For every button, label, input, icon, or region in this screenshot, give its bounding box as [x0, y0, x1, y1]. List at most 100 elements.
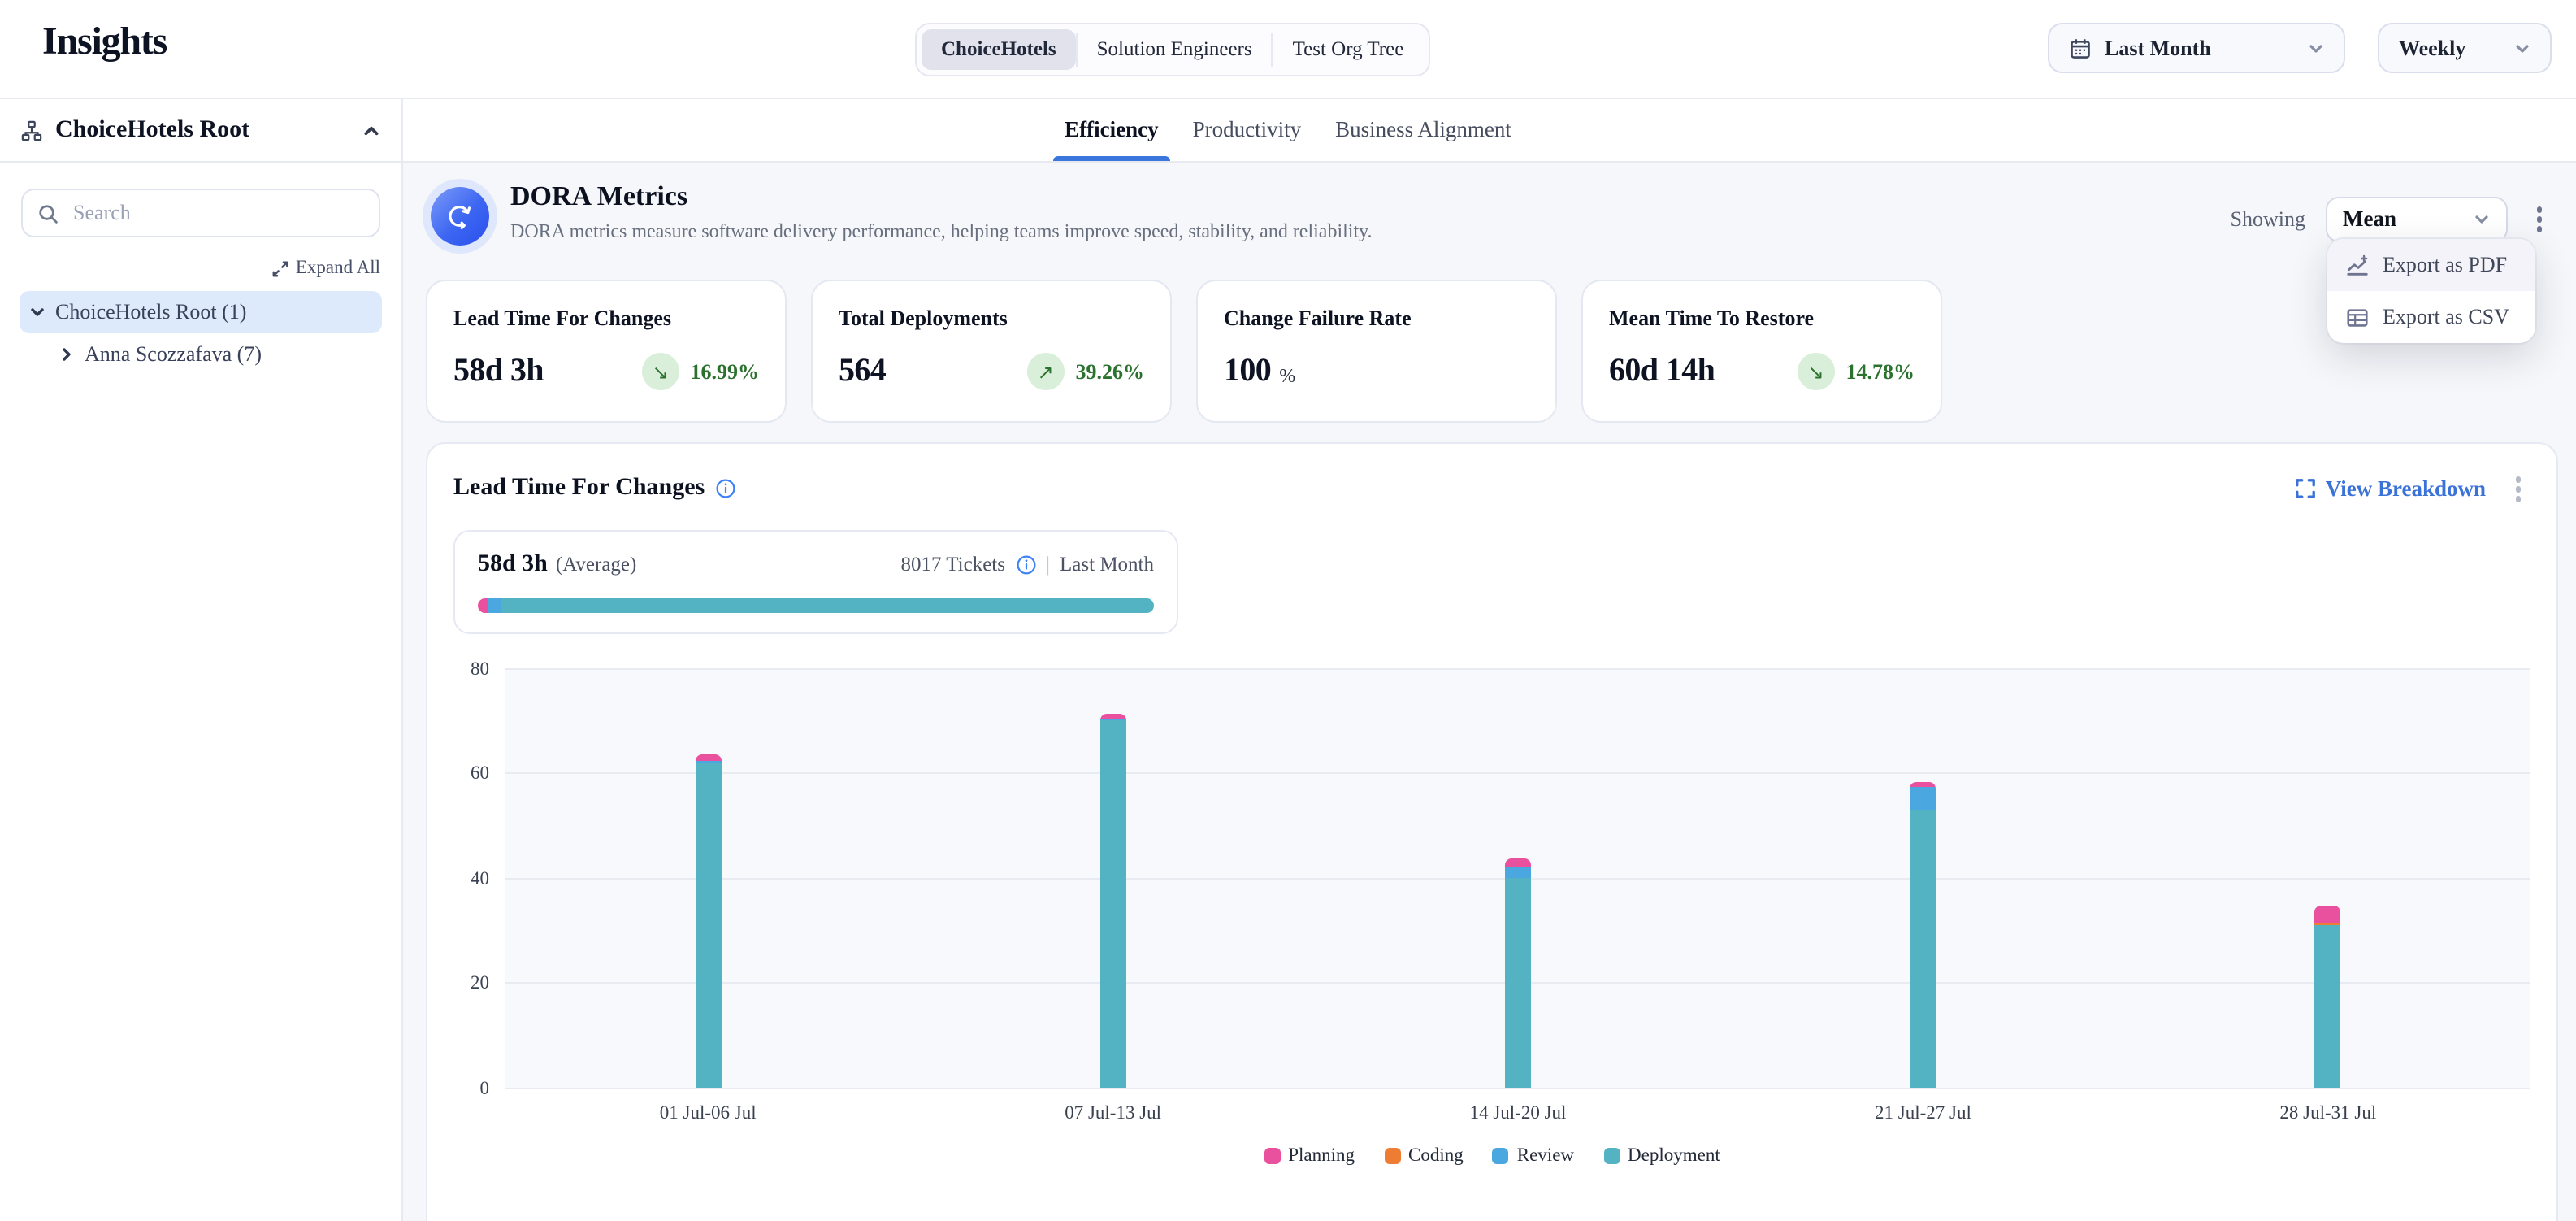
expand-all-button[interactable]: Expand All: [0, 259, 380, 278]
x-tick-label: 01 Jul-06 Jul: [505, 1103, 910, 1123]
chevron-down-icon[interactable]: [20, 304, 55, 320]
stacked-bar-14-jul-20-jul[interactable]: [1505, 859, 1531, 1089]
expand-view-icon: [2295, 479, 2316, 500]
legend-swatch: [1384, 1147, 1400, 1163]
trend-badge: ↗ 39.26%: [1027, 353, 1145, 390]
view-breakdown-button[interactable]: View Breakdown: [2295, 476, 2486, 502]
phase-distribution-bar: [478, 597, 1154, 612]
metric-cards-row: Lead Time For Changes58d 3h↘16.99%Total …: [426, 280, 1942, 423]
chart-legend: PlanningCodingReviewDeployment: [453, 1145, 2530, 1165]
date-range-value: Last Month: [2105, 35, 2295, 61]
metric-value: 58d 3h: [453, 353, 544, 390]
sidebar-header: ChoiceHotels Root: [0, 99, 401, 163]
tab-efficiency[interactable]: Efficiency: [1065, 99, 1158, 161]
collapse-sidebar-button[interactable]: [362, 121, 380, 139]
expand-all-label: Expand All: [296, 259, 380, 278]
trend-percent: 39.26%: [1076, 358, 1145, 385]
granularity-dropdown[interactable]: Weekly: [2378, 23, 2552, 73]
bar-segment-review: [1505, 867, 1531, 878]
granularity-value: Weekly: [2399, 35, 2501, 61]
bar-segment-review: [1910, 787, 1936, 810]
average-label: (Average): [556, 552, 636, 576]
table-icon: [2345, 305, 2370, 329]
metric-title: Change Failure Rate: [1224, 306, 1529, 332]
chart-x-axis: 01 Jul-06 Jul07 Jul-13 Jul14 Jul-20 Jul2…: [505, 1103, 2530, 1123]
top-bar-controls: Last Month Weekly: [2048, 23, 2552, 73]
metric-card-lead-time-for-changes: Lead Time For Changes58d 3h↘16.99%: [426, 280, 787, 423]
expand-all-icon: [271, 259, 289, 277]
dora-description: DORA metrics measure software delivery p…: [510, 219, 1373, 244]
trend-up-icon: ↗: [1027, 353, 1065, 390]
legend-item-coding: Coding: [1384, 1145, 1464, 1165]
chevron-right-icon[interactable]: [49, 346, 85, 363]
sidebar: ChoiceHotels Root Expand All ChoiceHotel…: [0, 99, 403, 1221]
org-tab-choicehotels[interactable]: ChoiceHotels: [922, 29, 1076, 70]
legend-label: Planning: [1288, 1145, 1355, 1165]
tree-item-child[interactable]: Anna Scozzafava (7): [49, 333, 382, 376]
export-menu: Export as PDF Export as CSV: [2327, 239, 2535, 343]
distribution-segment-deployment: [500, 597, 1154, 612]
meta-separator: |: [1046, 552, 1050, 576]
bar-slot: [505, 669, 910, 1088]
chevron-down-icon: [2514, 40, 2530, 56]
menu-item-label: Export as PDF: [2383, 252, 2507, 278]
stacked-bar-28-jul-31-jul[interactable]: [2315, 905, 2341, 1088]
menu-item-export-as-pdf[interactable]: Export as PDF: [2327, 239, 2535, 291]
tree-item-label: ChoiceHotels Root (1): [55, 299, 246, 325]
tab-productivity[interactable]: Productivity: [1193, 99, 1302, 161]
stacked-bar-01-jul-06-jul[interactable]: [695, 754, 721, 1089]
trend-badge: ↘14.78%: [1798, 353, 1915, 390]
average-summary-box: 58d 3h (Average) 8017 Tickets | Last Mon…: [453, 529, 1178, 633]
tab-business-alignment[interactable]: Business Alignment: [1335, 99, 1511, 161]
trend-down-icon: ↘: [1798, 353, 1835, 390]
org-tree: ChoiceHotels Root (1) Anna Scozzafava (7…: [0, 291, 401, 376]
bar-segment-planning: [2315, 905, 2341, 923]
chart-y-axis: 020406080: [453, 669, 505, 1088]
search-input[interactable]: [70, 198, 364, 228]
menu-item-label: Export as CSV: [2383, 304, 2509, 330]
page-title: Insights: [42, 21, 167, 65]
org-switcher: ChoiceHotelsSolution EngineersTest Org T…: [915, 23, 1429, 76]
y-tick-label: 60: [471, 764, 489, 784]
section-menu-button[interactable]: [2505, 470, 2530, 508]
x-tick-label: 07 Jul-13 Jul: [910, 1103, 1315, 1123]
bar-segment-planning: [1505, 859, 1531, 867]
chart-export-icon: [2345, 253, 2370, 277]
trend-badge: ↘16.99%: [642, 353, 760, 390]
y-tick-label: 20: [471, 974, 489, 993]
showing-label: Showing: [2231, 206, 2305, 232]
search-box[interactable]: [21, 189, 380, 237]
legend-label: Deployment: [1628, 1145, 1720, 1165]
search-icon: [37, 202, 59, 224]
main-area: Efficiency Productivity Business Alignment…: [403, 99, 2576, 1221]
top-bar: Insights ChoiceHotelsSolution EngineersT…: [0, 0, 2576, 99]
date-range-dropdown[interactable]: Last Month: [2048, 23, 2345, 73]
org-tab-test-org-tree[interactable]: Test Org Tree: [1273, 29, 1424, 70]
dora-title: DORA Metrics: [510, 180, 1373, 213]
bars-layer: [505, 669, 2530, 1088]
info-icon[interactable]: [1015, 554, 1036, 575]
y-tick-label: 40: [471, 869, 489, 889]
metric-title: Mean Time To Restore: [1609, 306, 1915, 332]
stacked-bar-21-jul-27-jul[interactable]: [1910, 783, 1936, 1088]
chevron-down-icon: [2473, 211, 2489, 228]
average-value: 58d 3h: [478, 550, 548, 578]
bar-slot: [1720, 669, 2125, 1088]
info-icon[interactable]: [714, 479, 735, 500]
y-tick-label: 0: [480, 1079, 490, 1098]
stacked-bar-07-jul-13-jul[interactable]: [1100, 714, 1126, 1088]
dora-header: DORA Metrics DORA metrics measure softwa…: [403, 163, 2576, 280]
distribution-segment-planning: [478, 597, 488, 612]
chevron-down-icon: [2308, 40, 2324, 56]
legend-label: Coding: [1408, 1145, 1464, 1165]
menu-item-export-as-csv[interactable]: Export as CSV: [2327, 291, 2535, 343]
x-tick-label: 28 Jul-31 Jul: [2126, 1103, 2530, 1123]
dora-menu-button[interactable]: [2526, 201, 2552, 239]
tree-item-root[interactable]: ChoiceHotels Root (1): [20, 291, 382, 333]
view-breakdown-label: View Breakdown: [2326, 476, 2486, 502]
y-tick-label: 80: [471, 659, 489, 679]
aggregation-dropdown[interactable]: Mean: [2325, 197, 2507, 242]
org-tab-solution-engineers[interactable]: Solution Engineers: [1078, 29, 1272, 70]
metric-card-change-failure-rate: Change Failure Rate100%: [1196, 280, 1557, 423]
tickets-count: 8017 Tickets: [900, 552, 1005, 576]
